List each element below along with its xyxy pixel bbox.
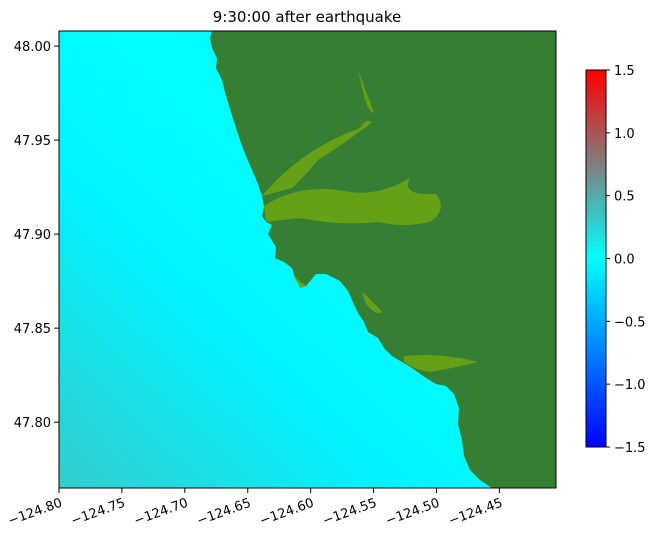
inundation-patch	[282, 208, 376, 219]
axes-frame	[58, 30, 557, 489]
colorbar-tick-label: −0.5	[614, 315, 646, 330]
colorbar-tick-label: −1.0	[614, 378, 646, 393]
x-tick-label: −124.55	[321, 496, 379, 529]
y-tick-label: 47.90	[14, 228, 51, 243]
inundation-patch	[404, 354, 478, 372]
colorbar-tick-label: −1.5	[614, 441, 646, 456]
colorbar-tick-label: 0.0	[614, 253, 635, 268]
inundated-areas	[262, 70, 478, 372]
x-tick-label: −124.75	[69, 496, 127, 529]
x-tick-label: −124.65	[195, 496, 253, 529]
y-tick-label: 47.85	[14, 322, 51, 337]
colorbar: −1.5 −1.0 −0.5 0.0 0.5 1.0 1.5	[585, 64, 646, 456]
x-tick-label: −124.70	[132, 496, 190, 529]
chart-title: 9:30:00 after earthquake	[213, 8, 401, 26]
y-tick-label: 47.95	[14, 134, 51, 149]
inundation-patch	[362, 292, 382, 313]
inundation-patch	[292, 272, 308, 288]
colorbar-ticks: −1.5 −1.0 −0.5 0.0 0.5 1.0 1.5	[606, 64, 646, 456]
colorbar-tick-label: 1.0	[614, 127, 635, 142]
y-tick-label: 47.80	[14, 416, 51, 431]
x-axis: −124.80 −124.75 −124.70 −124.65 −124.60 −124.…	[6, 488, 505, 529]
x-tick-label: −124.50	[384, 496, 442, 529]
y-tick-label: 48.00	[14, 40, 51, 55]
x-tick-label: −124.60	[258, 496, 316, 529]
inundation-patch	[262, 120, 372, 196]
inundation-patch	[358, 70, 374, 113]
x-tick-label: −124.80	[6, 496, 64, 529]
land-area	[210, 31, 556, 488]
x-tick-label: −124.45	[447, 496, 505, 529]
colorbar-tick-label: 0.5	[614, 190, 635, 205]
colorbar-gradient-bar	[585, 69, 607, 448]
y-axis: 47.80 47.85 47.90 47.95 48.00	[14, 40, 59, 431]
colorbar-tick-label: 1.5	[614, 64, 635, 79]
map-axes	[59, 31, 556, 488]
